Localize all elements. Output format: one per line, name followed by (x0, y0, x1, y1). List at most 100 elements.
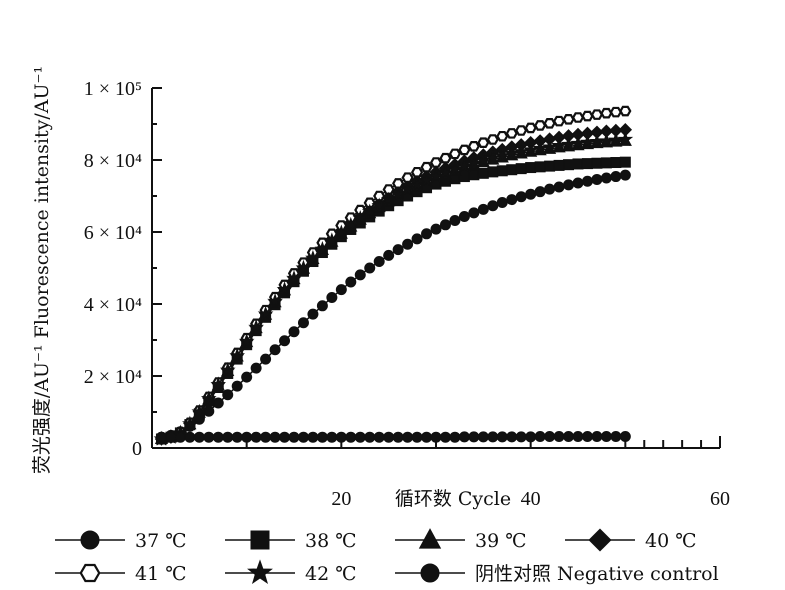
data-point (458, 431, 470, 443)
data-point (250, 362, 262, 374)
data-point (212, 397, 224, 409)
data-point (430, 223, 442, 235)
data-point (609, 106, 622, 118)
y-tick-label: 6 × 10⁴ (84, 222, 142, 244)
data-point (581, 175, 593, 187)
legend-item: 阴性对照 Negative control (395, 563, 719, 585)
data-point (410, 166, 424, 178)
data-point (286, 270, 302, 286)
data-point (428, 168, 444, 184)
data-point (373, 431, 385, 443)
data-point (380, 191, 397, 207)
data-point (466, 155, 482, 170)
data-point (468, 431, 480, 443)
legend-label: 阴性对照 Negative control (475, 563, 719, 585)
data-point (257, 305, 274, 321)
data-point (544, 430, 556, 442)
data-point (361, 203, 378, 219)
y-axis-label: 荧光强度/AU⁻¹ Fluorescence intensity/AU⁻¹ (31, 66, 53, 474)
data-point (269, 431, 281, 443)
data-point (494, 147, 511, 163)
data-point (288, 431, 300, 443)
data-point (552, 115, 566, 127)
data-point (354, 269, 366, 281)
data-point (219, 362, 236, 377)
legend-marker (250, 530, 270, 550)
data-point (563, 430, 575, 442)
data-point (486, 134, 499, 145)
series-layer (153, 105, 634, 446)
data-point (505, 128, 518, 139)
data-point (477, 137, 490, 149)
data-point (553, 181, 565, 193)
data-point (591, 173, 603, 185)
data-point (429, 157, 443, 168)
legend-label: 37 ℃ (135, 530, 186, 552)
data-point (534, 430, 546, 442)
data-point (409, 176, 425, 192)
legend-marker (79, 563, 101, 583)
legend: 37 ℃ 38 ℃ 39 ℃ 40 ℃ 41 ℃ 42 ℃ 阴性对照 Negative co… (55, 528, 719, 585)
data-point (364, 262, 376, 274)
data-point (544, 183, 556, 195)
data-point (515, 431, 527, 443)
data-point (174, 431, 186, 443)
legend-label: 40 ℃ (645, 530, 696, 552)
data-point (572, 177, 584, 189)
data-point (392, 178, 405, 189)
data-point (241, 371, 253, 383)
data-point (267, 293, 283, 309)
data-point (335, 284, 347, 296)
y-tick-label: 4 × 10⁴ (84, 294, 142, 316)
legend-marker (588, 528, 612, 552)
data-point (475, 152, 492, 168)
data-point (333, 224, 350, 240)
y-tick-label: 1 × 10⁵ (84, 78, 142, 100)
data-point (487, 200, 499, 212)
data-point (307, 431, 319, 443)
data-point (326, 431, 338, 443)
y-tick-labels: 0 2 × 10⁴ 4 × 10⁴ 6 × 10⁴ 8 × 10⁴ 1 × 10⁵ (84, 78, 142, 460)
data-point (477, 431, 489, 443)
data-point (600, 430, 612, 442)
data-point (458, 211, 470, 223)
data-point (544, 160, 556, 172)
x-axis-label: 循环数 Cycle (395, 488, 511, 510)
data-point (525, 162, 537, 174)
data-point (364, 431, 376, 443)
legend-marker (80, 530, 100, 550)
data-point (515, 125, 528, 136)
data-point (590, 109, 604, 120)
data-point (229, 347, 246, 363)
data-point (591, 157, 603, 169)
data-point (184, 431, 196, 443)
data-point (515, 191, 527, 203)
data-point (316, 300, 328, 312)
data-point (305, 250, 321, 265)
data-point (295, 259, 312, 275)
legend-item: 42 ℃ (225, 559, 356, 585)
data-point (335, 431, 347, 443)
data-point (297, 317, 309, 329)
data-point (600, 172, 612, 184)
data-point (352, 210, 369, 225)
x-tick-labels: 20 40 60 (331, 488, 730, 510)
data-point (534, 186, 546, 198)
data-point (439, 431, 451, 443)
data-point (392, 431, 404, 443)
data-point (269, 344, 281, 356)
legend-item: 37 ℃ (55, 530, 186, 552)
data-point (506, 431, 518, 443)
data-point (525, 188, 537, 200)
data-point (260, 353, 272, 365)
data-point (572, 158, 584, 170)
data-point (496, 130, 509, 142)
data-point (191, 403, 208, 419)
data-point (241, 431, 253, 443)
data-point (260, 431, 272, 443)
legend-item: 41 ℃ (55, 563, 186, 585)
data-point (458, 171, 470, 183)
y-axis-label-text: 荧光强度/AU⁻¹ Fluorescence intensity/AU⁻¹ (31, 66, 53, 474)
legend-item: 39 ℃ (395, 528, 526, 552)
data-point (610, 157, 622, 169)
